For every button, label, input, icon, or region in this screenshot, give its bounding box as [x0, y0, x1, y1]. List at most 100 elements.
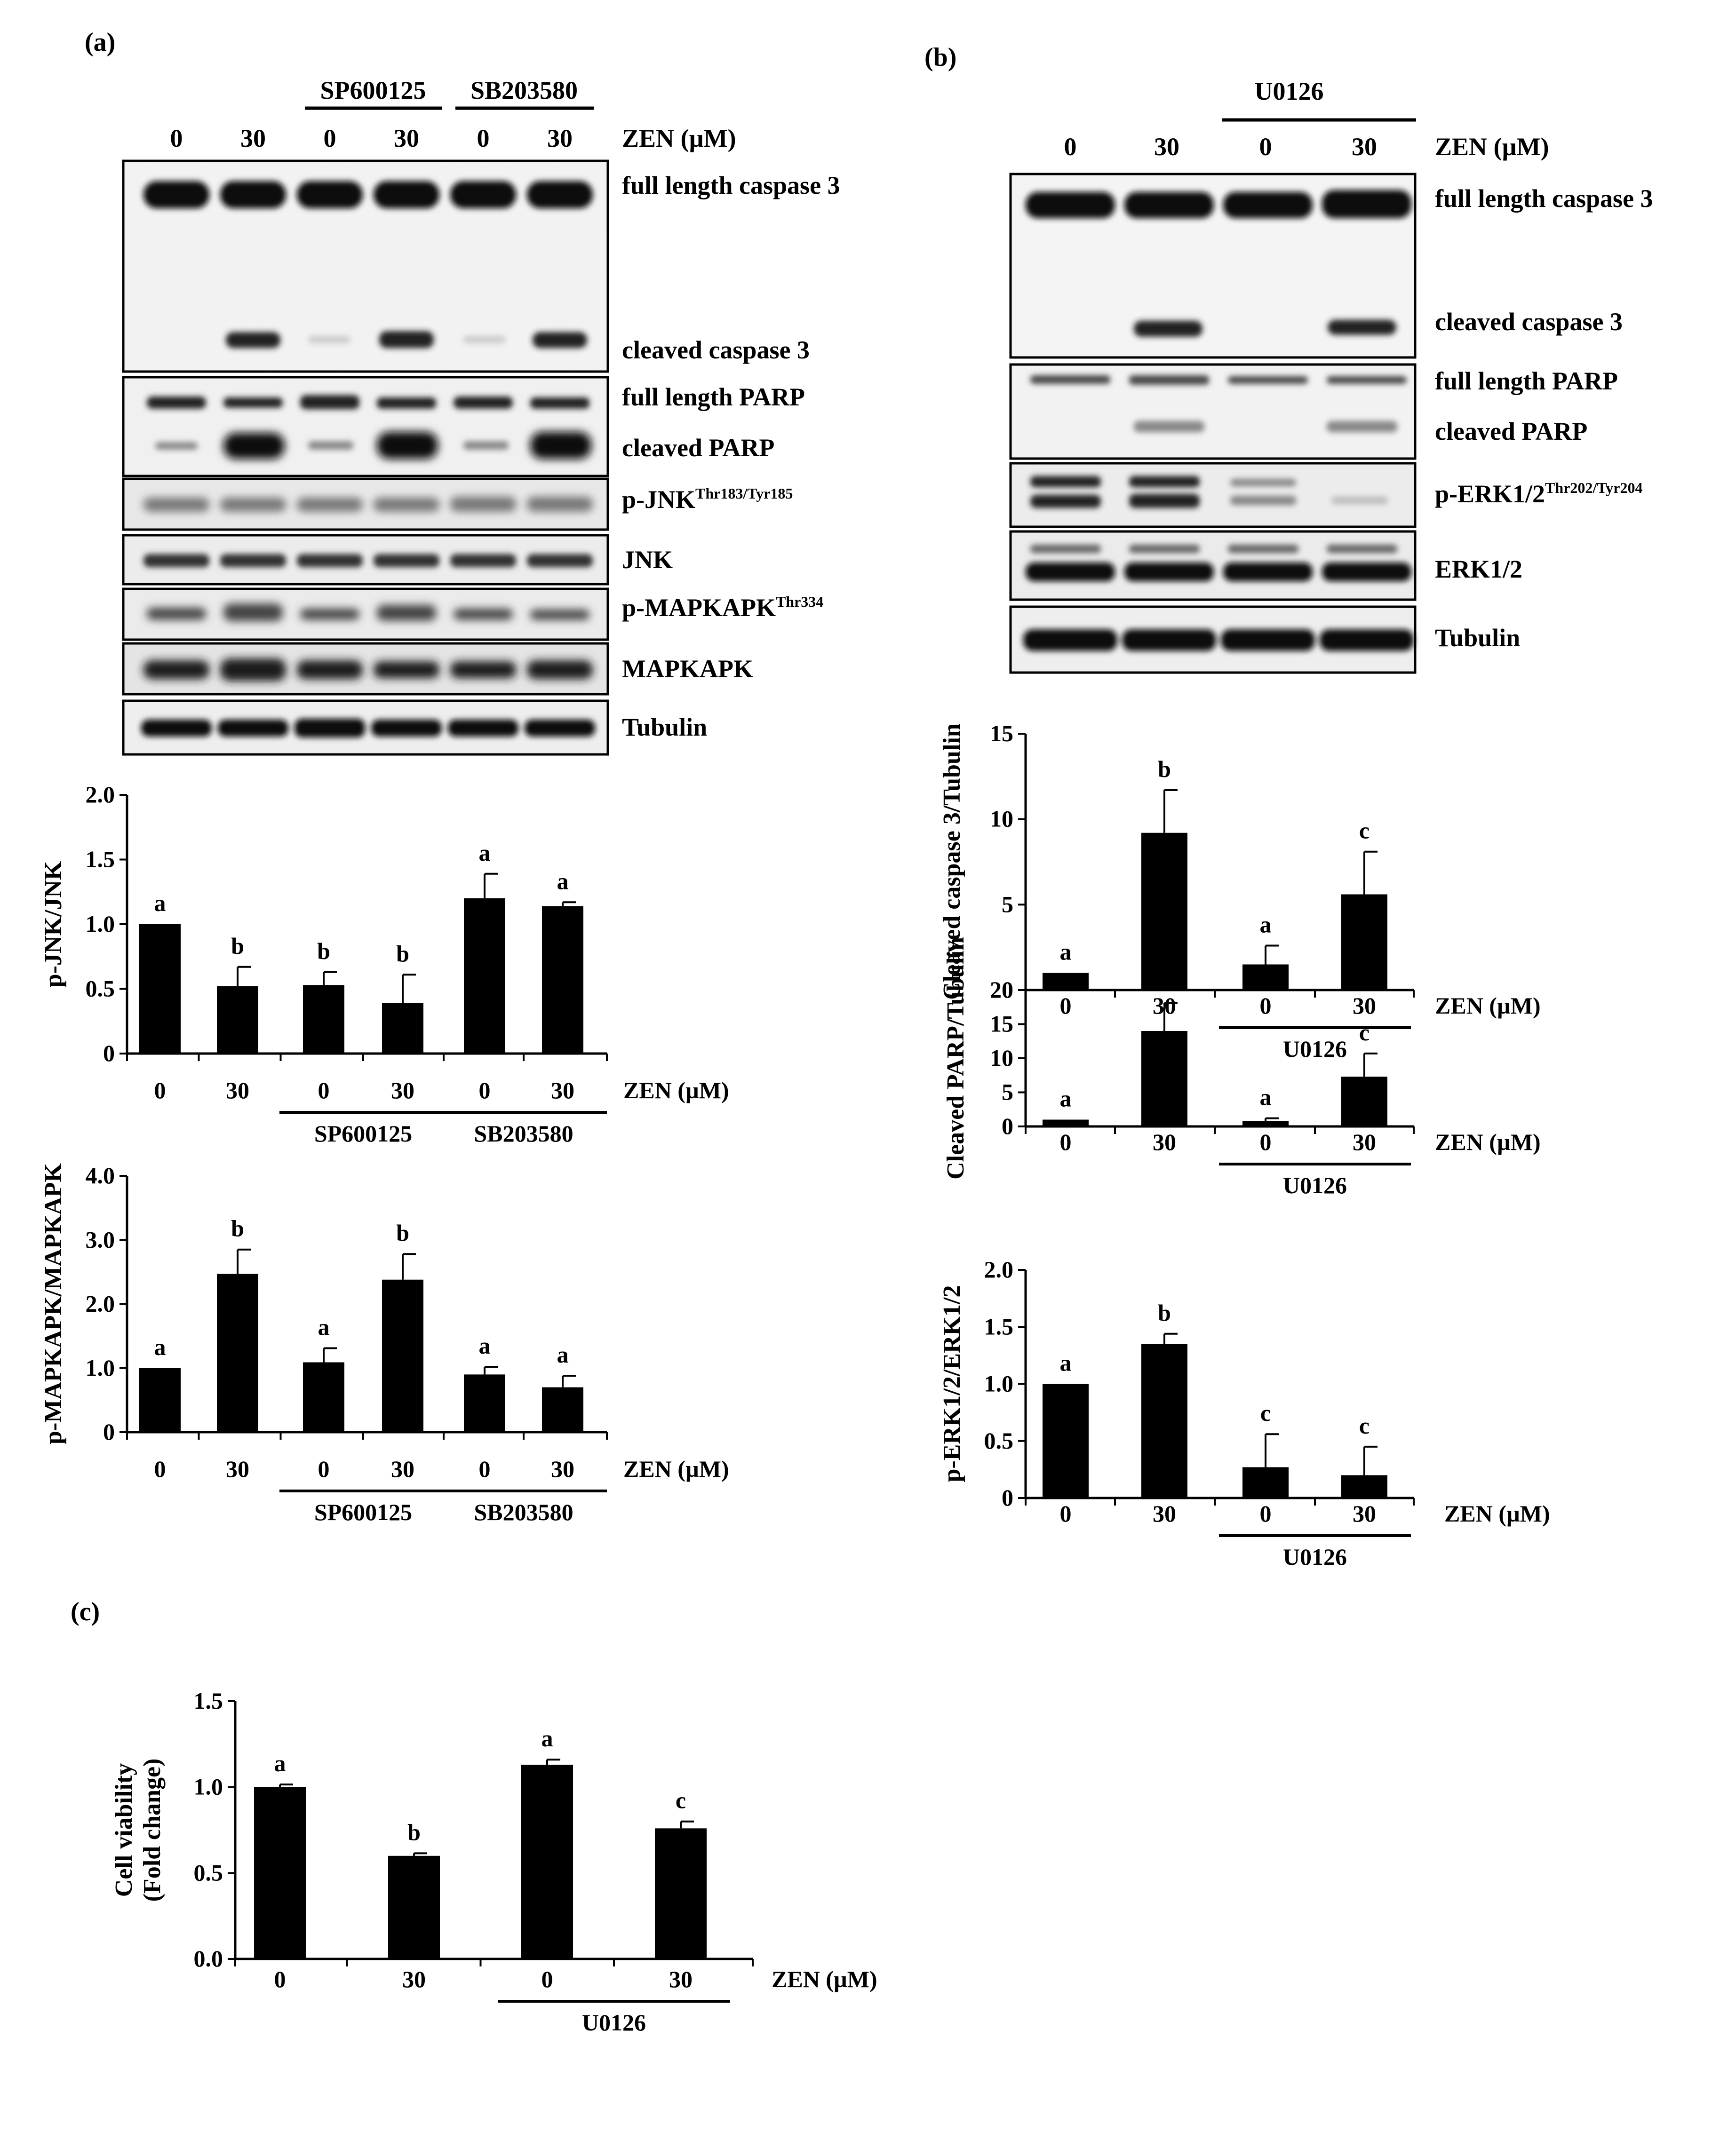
significance-letter: b — [396, 940, 409, 967]
y-tick-label: 1.5 — [86, 846, 115, 872]
bar — [1141, 1031, 1187, 1126]
significance-letter: c — [1359, 1019, 1370, 1046]
bar — [542, 1387, 583, 1432]
band-label-pmapkapk: p-MAPKAPKThr334 — [622, 593, 823, 622]
y-tick-label: 2.0 — [86, 1291, 115, 1317]
group-label: SB203580 — [474, 1120, 573, 1147]
group-label: U0126 — [1283, 1544, 1347, 1570]
x-tick-label: 30 — [1153, 1500, 1176, 1527]
y-tick-label: 0 — [1002, 1113, 1013, 1139]
bar — [1043, 1119, 1089, 1126]
significance-letter: a — [557, 868, 569, 894]
y-tick-label: 0.5 — [194, 1859, 223, 1886]
panel-label-c: (c) — [71, 1597, 100, 1626]
y-axis-label: p-MAPKAPK/MAPKAPK — [40, 1163, 67, 1444]
band-b-label-tubulin: Tubulin — [1435, 624, 1520, 652]
x-tick-label: 30 — [1353, 992, 1376, 1019]
group-label: U0126 — [1283, 1172, 1347, 1198]
bar — [464, 898, 505, 1054]
inhibitor-label-u0126-blot: U0126 — [1255, 77, 1324, 105]
x-tick-label: 0 — [1260, 992, 1272, 1019]
y-tick-label: 1.0 — [86, 911, 115, 937]
x-tick-label: 0 — [541, 1966, 553, 1992]
significance-letter: a — [541, 1725, 553, 1752]
bar — [1242, 1121, 1289, 1126]
bar — [139, 924, 181, 1054]
y-tick-label: 10 — [990, 806, 1013, 832]
y-axis-label: Cell viability — [111, 1763, 137, 1897]
y-tick-label: 10 — [990, 1045, 1013, 1071]
band-b-label-erk: ERK1/2 — [1435, 555, 1522, 583]
bar — [1043, 973, 1089, 990]
band-b-label-perk: p-ERK1/2Thr202/Tyr204 — [1435, 479, 1642, 508]
significance-letter: b — [1158, 1300, 1171, 1326]
blot-box-pmapkapk — [122, 587, 609, 641]
group-label: U0126 — [1283, 1036, 1347, 1062]
x-tick-label: 30 — [669, 1966, 693, 1992]
y-tick-label: 1.5 — [984, 1313, 1014, 1340]
significance-letter: a — [274, 1750, 286, 1776]
bar — [464, 1374, 505, 1432]
y-axis-label-line2: (Fold change) — [139, 1759, 166, 1902]
y-tick-label: 2.0 — [984, 1256, 1014, 1283]
y-tick-label: 15 — [990, 720, 1013, 746]
bar — [1141, 832, 1187, 990]
y-tick-label: 1.0 — [86, 1355, 115, 1381]
western-blot-a: SP600125 SB203580 0 30 0 30 0 30 ZEN (µM… — [122, 76, 840, 756]
y-tick-label: 1.0 — [984, 1371, 1014, 1397]
x-tick-label: 30 — [226, 1456, 249, 1482]
y-axis-label: Cleaved PARP/Tubulin — [942, 937, 969, 1180]
dose-lane-2: 30 — [240, 124, 266, 152]
bar — [254, 1787, 306, 1959]
x-axis-label: ZEN (µM) — [1435, 1129, 1541, 1155]
band-b-label-cleaved-caspase3: cleaved caspase 3 — [1435, 308, 1623, 336]
y-tick-label: 5 — [1002, 891, 1013, 917]
panel-label-b: (b) — [924, 43, 956, 72]
bar — [1242, 1467, 1289, 1498]
significance-letter: b — [1158, 756, 1171, 782]
significance-letter: b — [396, 1220, 409, 1246]
significance-letter: a — [1260, 912, 1272, 938]
significance-letter: a — [154, 890, 166, 916]
band-label-full-caspase3: full length caspase 3 — [622, 171, 840, 199]
y-tick-label: 0.0 — [194, 1945, 223, 1972]
bar — [1341, 894, 1387, 990]
significance-letter: a — [1060, 939, 1072, 965]
x-axis-label: ZEN (µM) — [623, 1077, 729, 1103]
dose-lane-5: 0 — [477, 124, 490, 152]
chart-perk-erk: 0 0.5 1.0 1.5 2.0 a 0 b 30 c 0 c 30 ZEN (µM) U0126 p-ER… — [939, 1256, 1550, 1570]
inhibitor-label-sb203580: SB203580 — [470, 76, 578, 104]
significance-letter: b — [1158, 969, 1171, 995]
band-label-cleaved-parp: cleaved PARP — [622, 434, 774, 462]
group-label: U0126 — [582, 2009, 646, 2036]
y-tick-label: 0 — [1002, 1484, 1013, 1511]
dose-lane-6: 30 — [547, 124, 573, 152]
bar — [1242, 964, 1289, 990]
bar — [139, 1368, 181, 1432]
x-axis-label: ZEN (µM) — [772, 1966, 877, 1992]
group-label: SB203580 — [474, 1499, 573, 1525]
bar — [1341, 1077, 1387, 1126]
western-blot-b: U0126 0 30 0 30 ZEN (µM) full length cas… — [1009, 77, 1653, 674]
band-b-label-cleaved-parp: cleaved PARP — [1435, 417, 1587, 445]
significance-letter: a — [479, 840, 491, 866]
band-label-cleaved-caspase3: cleaved caspase 3 — [622, 336, 810, 364]
band-b-label-full-caspase3: full length caspase 3 — [1435, 184, 1653, 213]
y-tick-label: 3.0 — [86, 1226, 115, 1252]
x-axis-label: ZEN (µM) — [1435, 992, 1541, 1019]
x-tick-label: 0 — [1060, 1500, 1072, 1527]
x-tick-label: 0 — [1260, 1500, 1272, 1527]
y-tick-label: 15 — [990, 1011, 1013, 1037]
chart-pjnk-jnk: 0 0.5 1.0 1.5 2.0 a 0 b 30 b 0 b 30 a 0 a 30 ZEN (µM) SP60… — [40, 781, 729, 1147]
x-tick-label: 30 — [551, 1456, 574, 1482]
x-axis-label: ZEN (µM) — [623, 1456, 729, 1482]
x-tick-label: 0 — [1060, 992, 1072, 1019]
y-axis-label: p-ERK1/2/ERK1/2 — [939, 1285, 965, 1482]
x-axis-label: ZEN (µM) — [1444, 1500, 1550, 1527]
bar — [1043, 1384, 1089, 1498]
x-tick-label: 0 — [154, 1456, 166, 1482]
band-label-full-parp: full length PARP — [622, 383, 805, 411]
bar — [1341, 1475, 1387, 1498]
blot-box-parp — [122, 376, 609, 477]
dose-lane-b2: 30 — [1154, 133, 1179, 161]
